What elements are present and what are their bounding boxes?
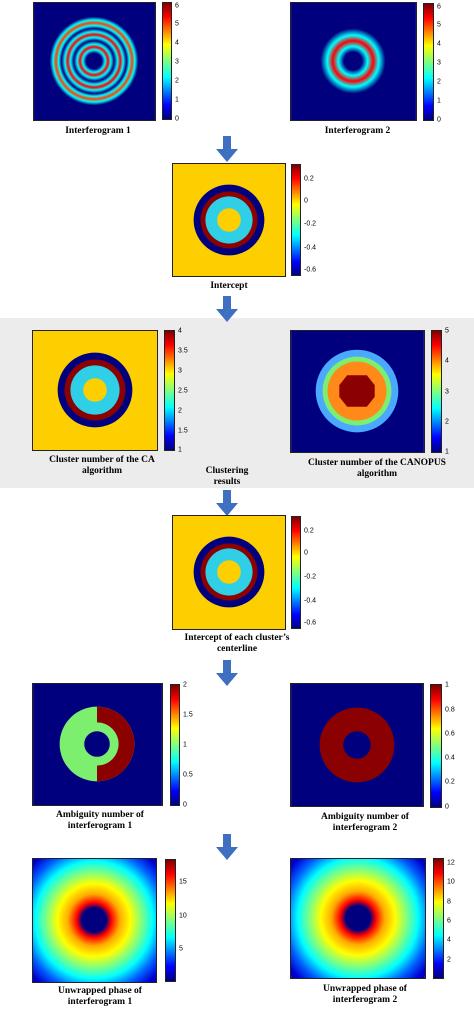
unwrapped-phase-2-ticks: 12 10 8 6 4 2 xyxy=(447,859,455,964)
unwrapped-phase-1-caption: Unwrapped phase of interferogram 1 xyxy=(58,986,142,1007)
ambiguity-2-image xyxy=(290,683,424,807)
interferogram-1-ticks: 6 5 4 3 2 1 0 xyxy=(175,2,179,123)
cluster-ca-ticks: 4 3.5 3 2.5 2 1.5 1 xyxy=(178,327,188,454)
unwrapped-phase-1-ticks: 15 10 5 xyxy=(179,878,187,953)
down-arrow-icon xyxy=(216,834,238,860)
cluster-ca-image xyxy=(32,330,158,451)
ambiguity-2-ticks: 1 0.8 0.6 0.4 0.2 0 xyxy=(445,681,455,811)
unwrapped-phase-1-colorbar xyxy=(165,859,176,982)
intercept-centerline-ticks: 0.2 0 -0.2 -0.4 -0.6 xyxy=(304,527,317,627)
intercept-colorbar xyxy=(291,164,301,276)
ambiguity-2-caption: Ambiguity number of interferogram 2 xyxy=(321,812,409,833)
interferogram-2-caption: Interferogram 2 xyxy=(324,126,391,136)
interferogram-2-ticks: 6 5 4 3 2 1 0 xyxy=(437,3,441,124)
interferogram-1-caption: Interferogram 1 xyxy=(65,126,131,136)
ambiguity-1-image xyxy=(32,683,163,806)
cluster-ca-caption: Cluster number of the CA algorithm xyxy=(49,455,155,476)
unwrapped-phase-2-caption: Unwrapped phase of interferogram 2 xyxy=(323,984,407,1005)
unwrapped-phase-2-colorbar xyxy=(433,858,444,979)
intercept-ticks: 0.2 0 -0.2 -0.4 -0.6 xyxy=(304,175,317,274)
interferogram-1-image xyxy=(33,2,156,121)
intercept-centerline-colorbar xyxy=(291,516,301,629)
cluster-canopus-caption: Cluster number of the CANOPUS algorithm xyxy=(308,458,446,479)
unwrapped-phase-2-image xyxy=(290,858,426,979)
down-arrow-icon xyxy=(216,660,238,686)
cluster-canopus-colorbar xyxy=(431,330,442,453)
ambiguity-1-ticks: 2 1.5 1 0.5 0 xyxy=(183,681,193,809)
down-arrow-icon xyxy=(216,296,238,322)
ambiguity-1-caption: Ambiguity number of interferogram 1 xyxy=(56,810,144,831)
ambiguity-2-colorbar xyxy=(430,684,442,808)
clustering-results-label: Clustering results xyxy=(205,466,249,487)
ambiguity-1-colorbar xyxy=(170,684,180,806)
down-arrow-icon xyxy=(216,490,238,516)
intercept-centerline-caption: Intercept of each cluster’s centerline xyxy=(184,633,290,654)
interferogram-1-colorbar xyxy=(162,2,172,120)
cluster-canopus-ticks: 5 4 3 2 1 xyxy=(445,327,449,456)
interferogram-2-image xyxy=(290,2,417,121)
down-arrow-icon xyxy=(216,136,238,162)
cluster-ca-colorbar xyxy=(164,330,175,451)
interferogram-2-colorbar xyxy=(423,3,434,121)
intercept-caption: Intercept xyxy=(210,281,248,291)
intercept-image xyxy=(172,163,286,277)
cluster-canopus-image xyxy=(290,330,425,453)
intercept-centerline-image xyxy=(172,515,286,630)
unwrapped-phase-1-image xyxy=(32,858,157,983)
